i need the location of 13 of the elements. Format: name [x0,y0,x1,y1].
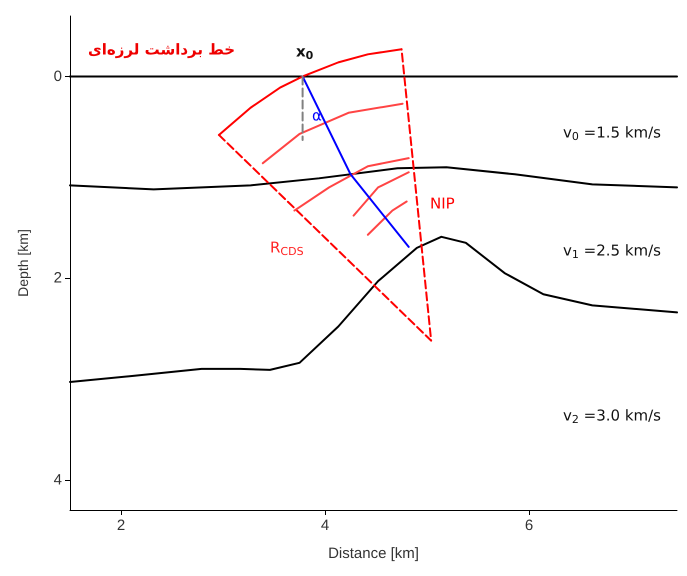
line-series [262,102,404,164]
x-axis-title: Distance [km] [328,545,419,562]
y-tick-label: 0 [54,68,62,85]
line-series [293,157,410,212]
y-axis-title: Depth [km] [15,229,31,297]
annotation: α [312,106,322,124]
x-tick-label: 4 [320,517,330,534]
x-tick-label: 6 [524,517,534,534]
annotation: NIP [430,194,455,212]
annotation: خط برداشت لرزه‌ای [88,40,236,58]
x-tick-label: 2 [116,517,126,534]
y-tick-label: 4 [54,471,62,488]
y-tick-label: 2 [54,270,62,287]
